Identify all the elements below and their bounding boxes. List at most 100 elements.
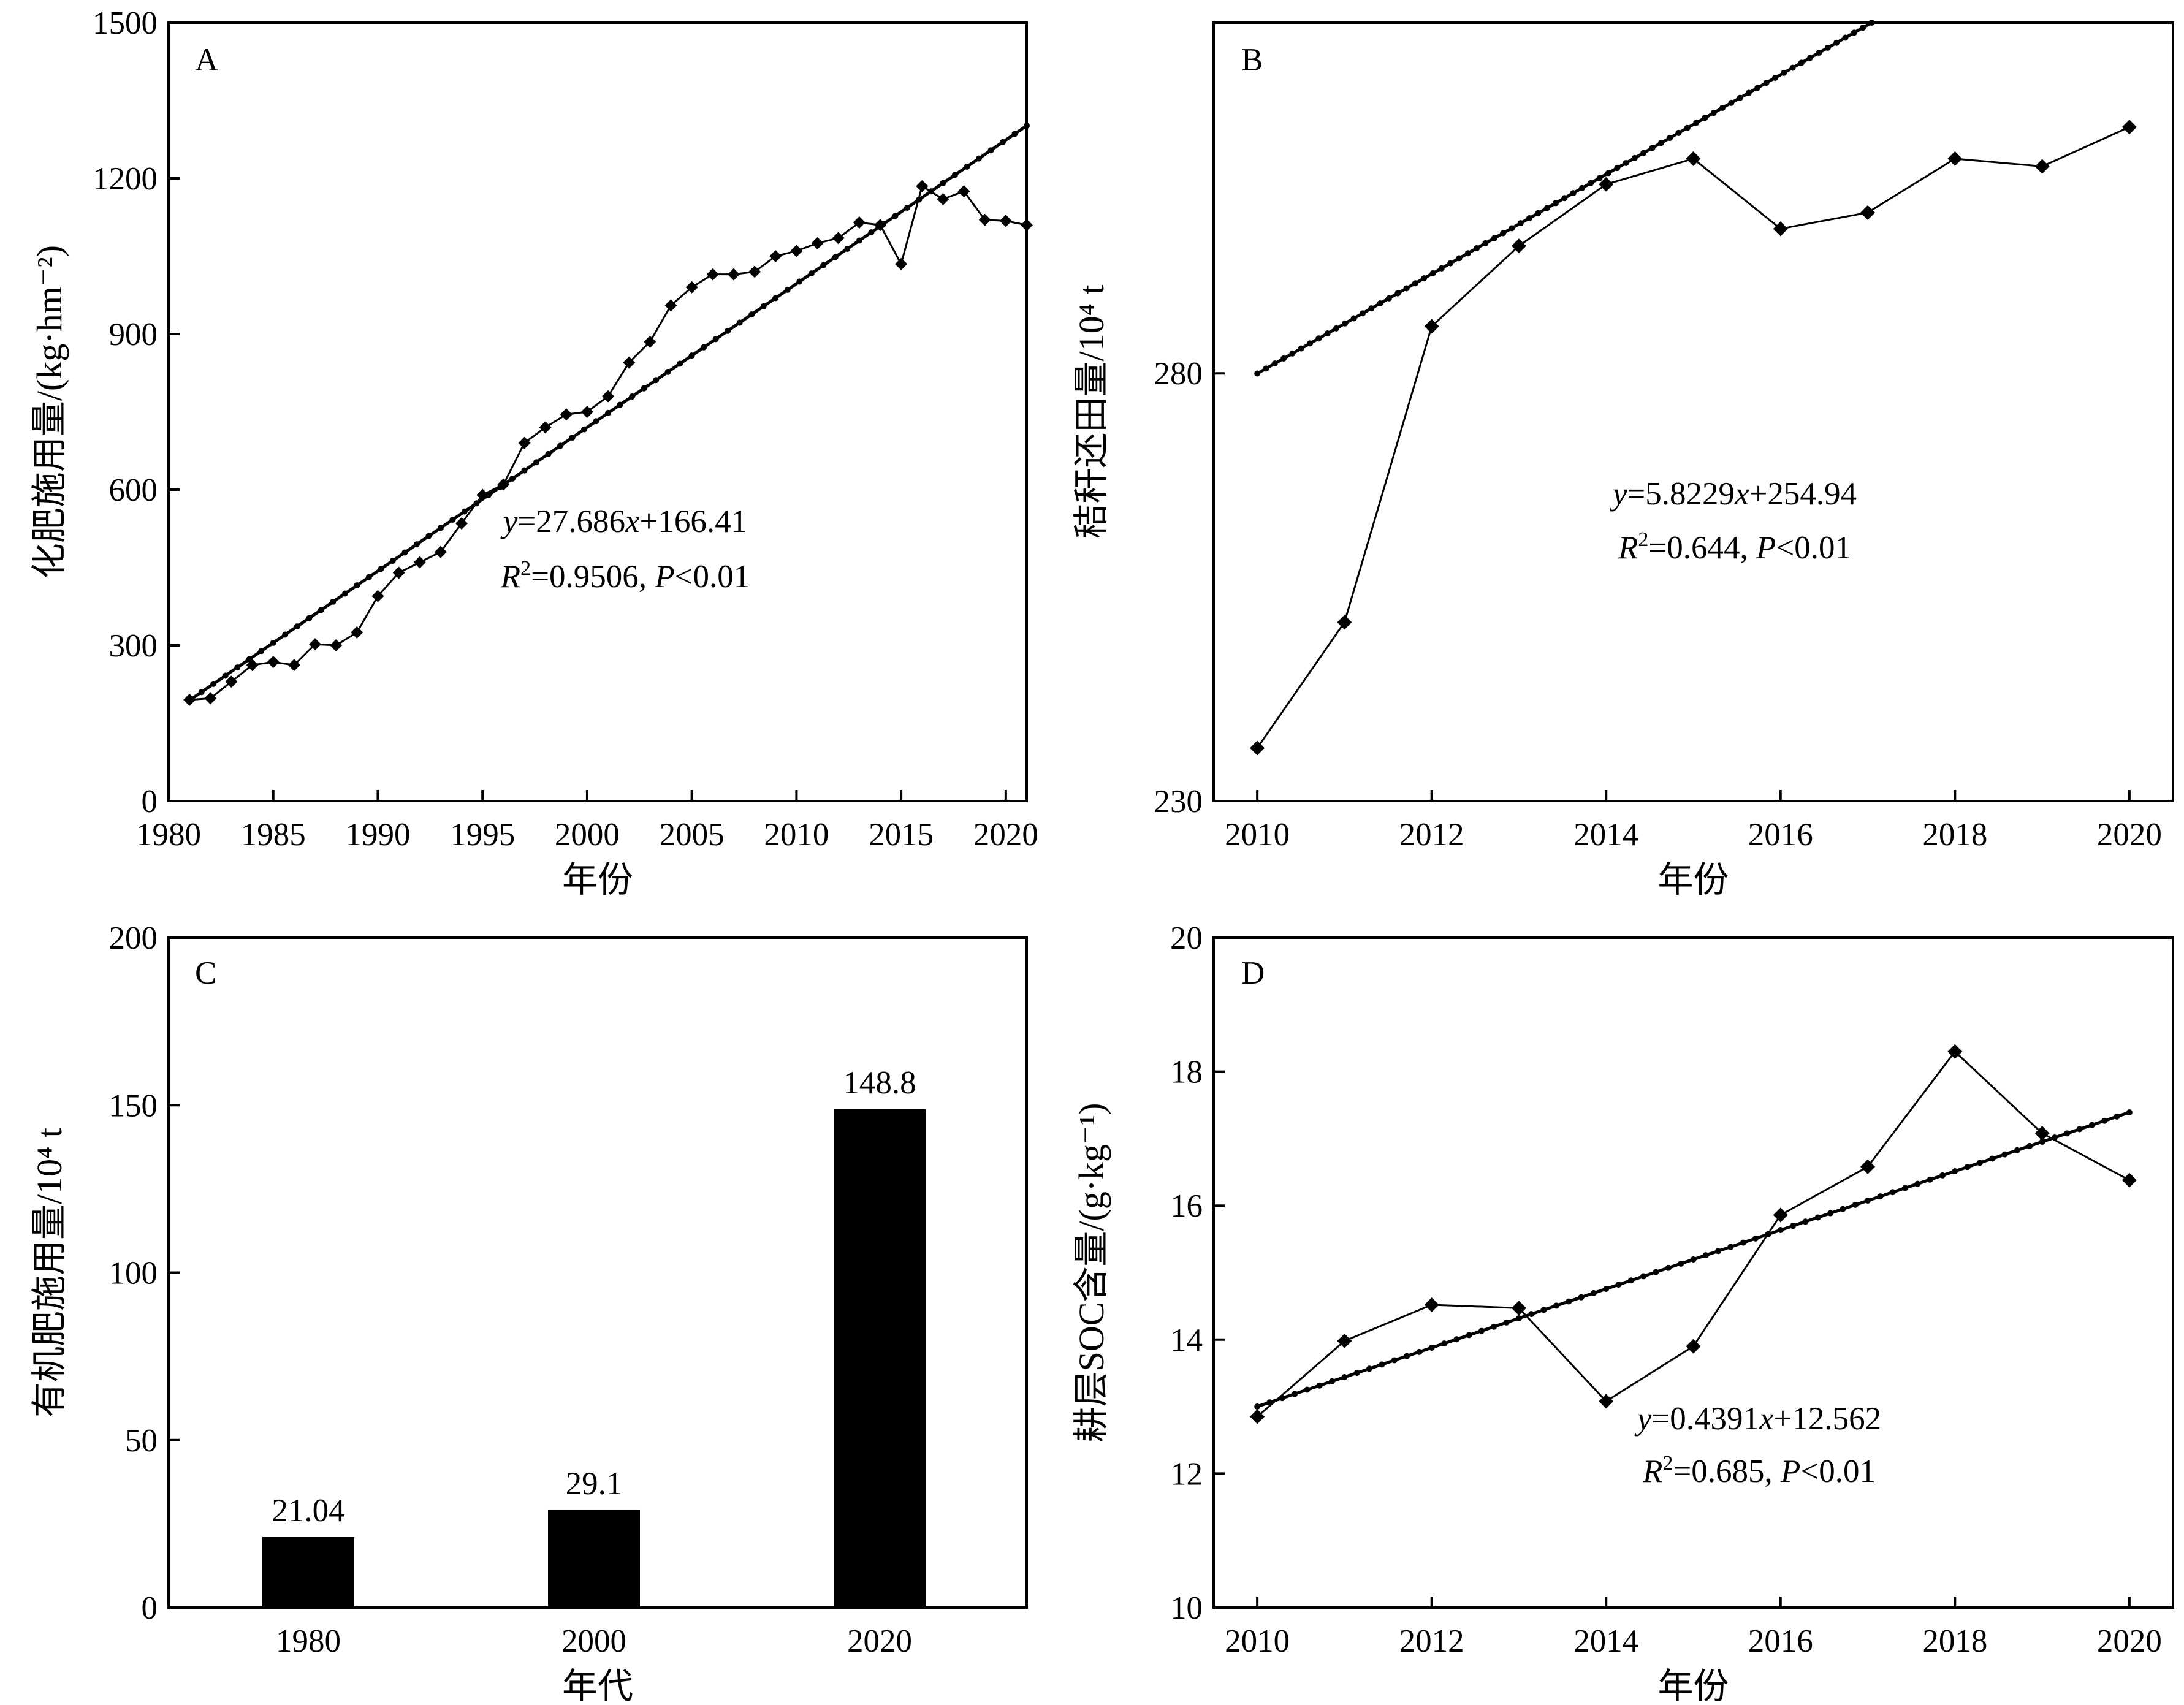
data-point xyxy=(204,692,217,705)
stats-r-squared: 2 xyxy=(1662,1452,1673,1475)
stats-p: P xyxy=(1756,530,1776,566)
trend-dot xyxy=(569,435,576,441)
data-point xyxy=(1773,221,1788,237)
data-point xyxy=(853,216,866,229)
trend-dot xyxy=(1578,1294,1585,1301)
trend-dot xyxy=(1379,1361,1385,1368)
trend-dot xyxy=(270,639,276,646)
trend-dot xyxy=(1868,20,1875,26)
x-tick-label: 2020 xyxy=(2097,817,2162,852)
data-point xyxy=(706,268,719,281)
trend-dot xyxy=(1777,1227,1784,1234)
trend-dot xyxy=(940,180,946,186)
trend-dot xyxy=(1710,110,1717,116)
trend-dot xyxy=(1824,44,1831,51)
trend-dot xyxy=(1491,235,1497,241)
trend-dot xyxy=(1254,1403,1261,1410)
trend-dot xyxy=(2001,1151,2008,1158)
trend-dot xyxy=(425,533,432,539)
trend-dot xyxy=(1342,320,1349,327)
data-point xyxy=(957,185,970,198)
regression-equation: y=27.686x+166.41 xyxy=(500,504,747,539)
trend-dot xyxy=(712,336,719,343)
x-tick-label: 2010 xyxy=(1225,1623,1290,1659)
x-tick-label: 2018 xyxy=(1922,1623,1987,1659)
y-axis-label: 秸秆还田量/10⁴ t xyxy=(1071,285,1111,539)
stats-p: P xyxy=(654,559,674,594)
trend-dot xyxy=(1561,195,1568,202)
panel-d: D 10 12 14 16 18 20 耕层SOC含量/(g·kg⁻¹) 年份 2010 2012 2… xyxy=(1071,921,2174,1705)
trend-dot xyxy=(2064,1130,2071,1137)
data-point xyxy=(1424,319,1439,334)
trend-dot xyxy=(856,237,862,244)
stats-r: R xyxy=(500,559,520,594)
bar xyxy=(262,1537,354,1608)
trend-dot xyxy=(1702,1252,1709,1259)
trend-dot xyxy=(1515,1315,1522,1321)
panel-c: C 0 50 100 150 200 有机肥施用量/10⁴ t 年代 21.04 1980 29.1… xyxy=(29,921,1028,1705)
data-point xyxy=(1773,1207,1788,1223)
trend-dot xyxy=(282,631,289,638)
y-tick-label: 14 xyxy=(1170,1323,1203,1358)
trend-dot xyxy=(1353,1370,1360,1377)
regression-stats: R2=0.685, P<0.01 xyxy=(1642,1452,1876,1489)
regression-equation: y=5.8229x+254.94 xyxy=(1610,476,1857,512)
trend-dot xyxy=(1428,1344,1435,1351)
trend-dot xyxy=(1727,1244,1734,1250)
data-point xyxy=(455,517,468,530)
data-point xyxy=(978,213,991,226)
trend-dot xyxy=(1566,1298,1572,1305)
data-point xyxy=(727,268,740,281)
trend-dot xyxy=(641,385,647,392)
trend-dot xyxy=(461,508,468,515)
trend-dot xyxy=(1535,210,1542,216)
trend-dot xyxy=(1702,115,1708,121)
regression-stats: R2=0.644, P<0.01 xyxy=(1618,528,1851,566)
trend-dot xyxy=(1807,55,1814,61)
trend-dot xyxy=(1456,255,1463,262)
x-tick-label: 2016 xyxy=(1748,1623,1813,1659)
x-tick-label: 2016 xyxy=(1748,817,1813,852)
y-tick-label: 280 xyxy=(1154,356,1203,392)
trend-dot xyxy=(1329,1378,1336,1384)
trend-dot xyxy=(341,590,348,597)
x-tick-label: 2012 xyxy=(1399,817,1464,852)
trend-dot xyxy=(2126,1109,2133,1116)
trend-dot xyxy=(2114,1113,2120,1120)
trend-dot xyxy=(868,229,875,236)
trend-dot xyxy=(1464,250,1471,257)
trend-dot xyxy=(1827,1210,1834,1217)
regression-stats: R2=0.9506, P<0.01 xyxy=(500,557,750,594)
panel-letter: A xyxy=(195,42,218,78)
trend-dot xyxy=(1752,1235,1759,1242)
trend-dot xyxy=(1315,335,1322,342)
data-point xyxy=(769,250,782,262)
data-point xyxy=(2034,159,2050,174)
trend-dot xyxy=(617,401,623,408)
x-tick-label: 2014 xyxy=(1573,817,1638,852)
trend-dot xyxy=(605,409,612,416)
trend-dot xyxy=(688,352,695,359)
trend-dot xyxy=(1289,350,1296,357)
data-point xyxy=(413,556,426,569)
y-axis-label: 化肥施用量/(kg·hm⁻²) xyxy=(29,245,69,579)
series-line xyxy=(1256,126,2130,749)
data-point xyxy=(937,192,949,205)
trend-dot xyxy=(664,368,671,375)
y-tick-label: 230 xyxy=(1154,784,1203,819)
trend-dot xyxy=(1588,180,1594,186)
trend-dot xyxy=(1509,225,1515,232)
trend-dot xyxy=(653,377,660,384)
bar-value-label: 29.1 xyxy=(566,1466,623,1502)
trend-dot xyxy=(951,172,958,178)
data-point xyxy=(225,675,238,688)
data-point xyxy=(560,408,573,421)
trend-dot xyxy=(975,155,982,162)
trend-dot xyxy=(808,270,815,277)
trend-dot xyxy=(389,557,396,564)
trend-dot xyxy=(1570,190,1577,197)
trend-dot xyxy=(1441,1340,1448,1347)
stats-r-squared: 2 xyxy=(1638,528,1648,551)
trend-dot xyxy=(1368,305,1375,312)
trend-dot xyxy=(509,476,516,482)
